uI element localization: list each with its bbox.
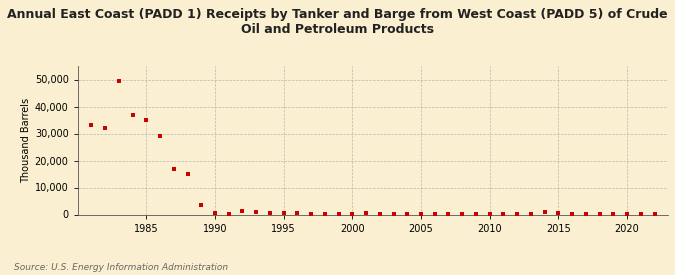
Point xyxy=(100,126,111,130)
Text: Source: U.S. Energy Information Administration: Source: U.S. Energy Information Administ… xyxy=(14,263,227,272)
Point xyxy=(360,211,371,215)
Point xyxy=(375,212,385,216)
Point xyxy=(470,212,481,216)
Point xyxy=(498,212,509,216)
Point xyxy=(649,212,660,216)
Point xyxy=(416,212,427,216)
Point xyxy=(319,212,330,216)
Point xyxy=(484,212,495,216)
Y-axis label: Thousand Barrels: Thousand Barrels xyxy=(20,98,30,183)
Point xyxy=(223,212,234,216)
Point xyxy=(113,79,124,83)
Point xyxy=(539,210,550,214)
Point xyxy=(580,212,591,216)
Point xyxy=(86,123,97,128)
Point xyxy=(457,211,468,216)
Point xyxy=(512,212,522,216)
Point xyxy=(567,212,578,216)
Point xyxy=(155,134,165,138)
Point xyxy=(526,212,537,216)
Point xyxy=(594,212,605,216)
Point xyxy=(347,212,358,216)
Point xyxy=(237,209,248,213)
Point xyxy=(635,212,646,216)
Point xyxy=(292,211,303,215)
Point xyxy=(443,212,454,216)
Point xyxy=(168,166,179,171)
Point xyxy=(608,212,619,216)
Point xyxy=(182,172,193,176)
Point xyxy=(306,211,317,216)
Text: Annual East Coast (PADD 1) Receipts by Tanker and Barge from West Coast (PADD 5): Annual East Coast (PADD 1) Receipts by T… xyxy=(7,8,668,36)
Point xyxy=(429,212,440,216)
Point xyxy=(209,210,220,215)
Point xyxy=(141,118,152,122)
Point xyxy=(127,112,138,117)
Point xyxy=(278,211,289,215)
Point xyxy=(388,212,399,216)
Point xyxy=(622,212,632,216)
Point xyxy=(333,212,344,216)
Point xyxy=(196,203,207,207)
Point xyxy=(402,212,412,216)
Point xyxy=(251,210,262,214)
Point xyxy=(265,210,275,215)
Point xyxy=(553,210,564,215)
